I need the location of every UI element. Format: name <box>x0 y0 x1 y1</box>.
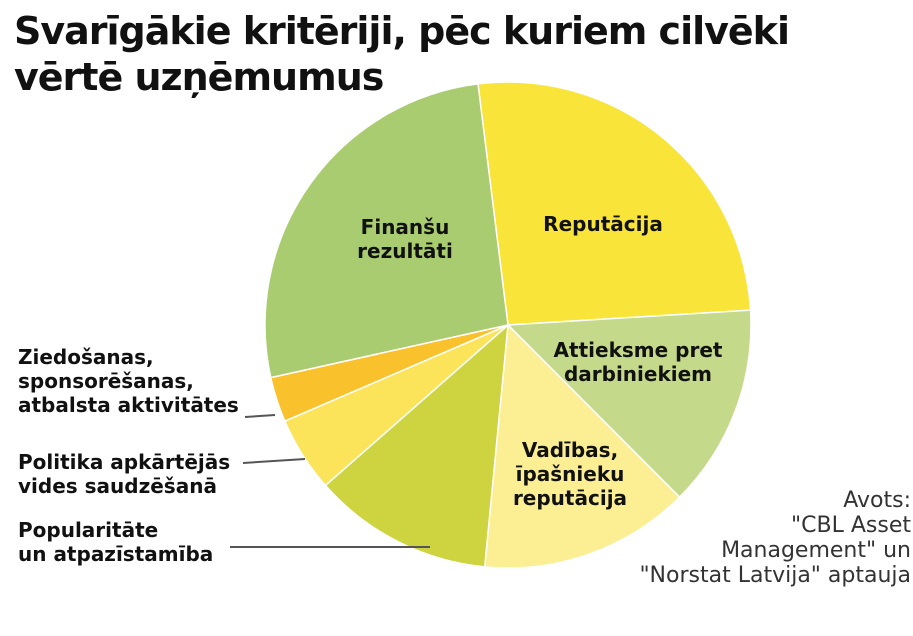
slice-label: Politika apkārtējās vides saudzēšanā <box>18 450 231 498</box>
slice-label: Popularitāte un atpazīstamība <box>18 518 214 566</box>
pie-slice <box>324 323 509 568</box>
pie-slice <box>477 81 752 326</box>
pie-slice <box>506 309 752 499</box>
slice-label: Attieksme pret darbiniekiem <box>553 338 723 386</box>
slice-label: Reputācija <box>543 212 663 236</box>
leader-line <box>242 458 306 464</box>
chart-title: Svarīgākie kritēriji, pēc kuriem cilvēki… <box>14 9 790 99</box>
source-note: Avots: "CBL Asset Management" un "Norsta… <box>639 488 911 588</box>
slice-label: Finanšu rezultāti <box>357 215 453 263</box>
slice-label: Ziedošanas, sponsorēšanas, atbalsta akti… <box>18 345 239 417</box>
pie-slice <box>264 83 509 379</box>
leader-line <box>244 414 276 418</box>
pie-slice <box>483 323 681 569</box>
slice-label: Vadības, īpašnieku reputācija <box>512 438 628 510</box>
